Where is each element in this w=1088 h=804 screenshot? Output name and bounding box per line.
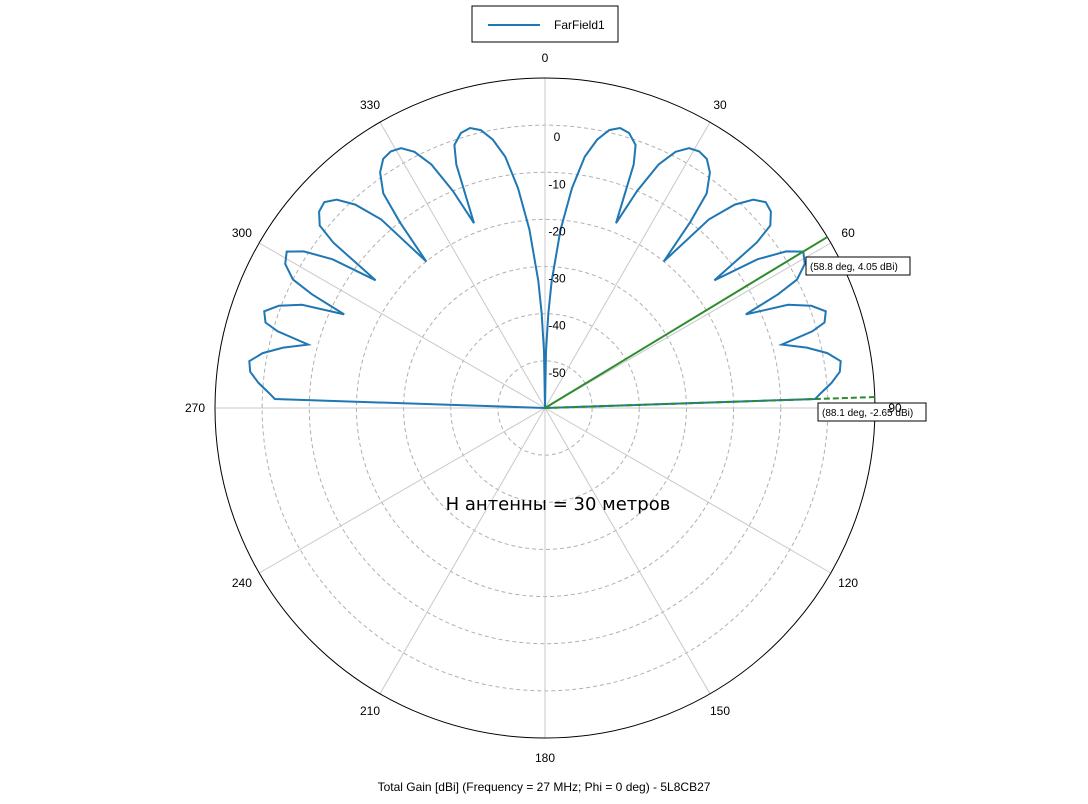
angular-grid-spoke xyxy=(544,407,832,574)
angle-tick-label: 270 xyxy=(185,401,205,415)
angle-tick-label: 90 xyxy=(888,401,902,415)
radial-tick-label: -30 xyxy=(548,272,566,286)
chart-caption: Total Gain [dBi] (Frequency = 27 MHz; Ph… xyxy=(378,780,711,794)
series-layer xyxy=(248,126,842,409)
radial-tick-label: -40 xyxy=(548,319,566,333)
angular-grid-spoke xyxy=(544,407,711,695)
tick-labels: 0 30 60 90 120 150 180 210 240 270 300 330 0 -10 -20 -3… xyxy=(185,51,902,765)
angular-grid-spoke xyxy=(544,121,711,409)
angle-tick-label: 330 xyxy=(360,98,380,112)
angle-tick-label: 210 xyxy=(360,704,380,718)
marker-line xyxy=(544,396,875,409)
radial-tick-label: -10 xyxy=(548,177,566,191)
marker-label-box xyxy=(817,402,927,422)
angle-tick-label: 180 xyxy=(535,751,555,765)
angle-tick-label: 120 xyxy=(838,576,858,590)
marker-line xyxy=(544,236,828,409)
series-line-right-lobes xyxy=(544,126,842,409)
legend: FarField1 xyxy=(471,5,619,43)
radial-tick-label: -20 xyxy=(548,224,566,238)
marker-label: (88.1 deg, -2.65 dBi) xyxy=(822,408,913,419)
angle-tick-label: 300 xyxy=(232,226,252,240)
radial-tick-label: -50 xyxy=(548,366,566,380)
radial-tick-label: 0 xyxy=(554,130,561,144)
angle-tick-label: 30 xyxy=(713,98,727,112)
angular-grid-spoke xyxy=(379,121,546,409)
overlay-annotation: H антенны = 30 метров xyxy=(446,494,671,515)
angle-tick-label: 240 xyxy=(232,576,252,590)
marker-label-box xyxy=(805,256,911,276)
angle-tick-label: 150 xyxy=(710,704,730,718)
series-line-left-lobes xyxy=(248,126,546,409)
angle-tick-label: 60 xyxy=(841,226,855,240)
marker-layer: (58.8 deg, 4.05 dBi) (88.1 deg, -2.65 dBi… xyxy=(544,236,927,422)
angular-grid-spoke xyxy=(544,242,832,409)
angular-grid-spoke xyxy=(258,407,546,574)
legend-label: FarField1 xyxy=(554,18,605,32)
angular-grid-spoke xyxy=(258,242,546,409)
marker-label: (58.8 deg, 4.05 dBi) xyxy=(810,262,898,273)
angular-grid-spoke xyxy=(379,407,546,695)
angle-tick-label: 0 xyxy=(542,51,549,65)
